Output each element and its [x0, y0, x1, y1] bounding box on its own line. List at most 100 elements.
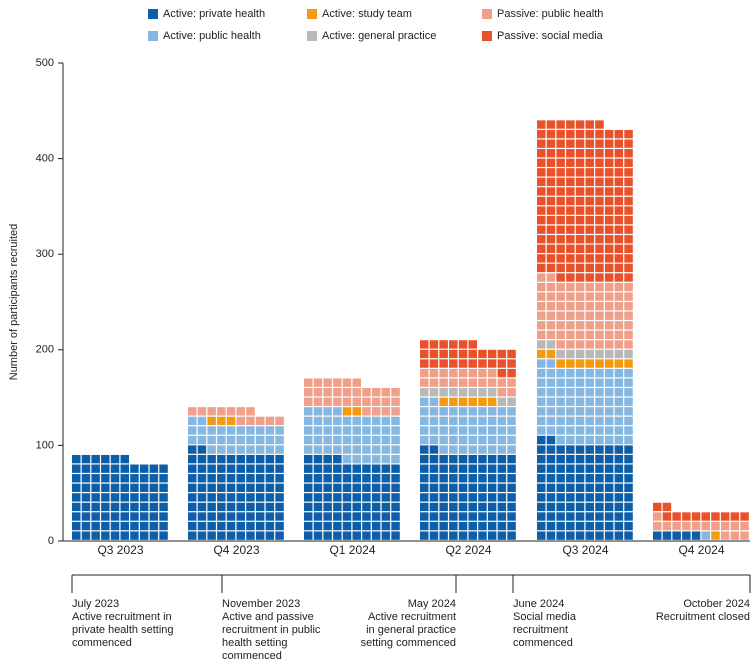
- cell: [362, 435, 371, 445]
- cell: [575, 378, 585, 387]
- cell: [188, 483, 197, 492]
- cell: [226, 416, 236, 426]
- cell: [604, 359, 614, 368]
- cell: [546, 407, 556, 416]
- cell: [420, 474, 429, 483]
- cell: [624, 407, 633, 416]
- cell: [604, 235, 614, 244]
- cell: [575, 445, 585, 454]
- cell: [381, 445, 391, 454]
- cell: [546, 340, 556, 349]
- cell: [585, 282, 594, 292]
- cell: [720, 521, 730, 531]
- cell: [149, 502, 159, 512]
- cell: [624, 349, 633, 359]
- cell: [653, 512, 662, 521]
- cell: [546, 464, 556, 473]
- cell: [595, 426, 604, 435]
- cell: [566, 158, 575, 167]
- cell: [711, 521, 720, 531]
- cell: [323, 493, 332, 502]
- cell: [575, 483, 585, 492]
- cell: [429, 359, 439, 368]
- cell: [546, 206, 556, 215]
- cell: [478, 359, 487, 368]
- cell: [624, 273, 633, 282]
- cell: [507, 483, 516, 492]
- cell: [595, 244, 604, 253]
- cell: [246, 445, 255, 454]
- cell: [537, 474, 546, 483]
- cell: [323, 464, 332, 473]
- cell: [226, 531, 236, 540]
- cell: [624, 282, 633, 292]
- cell: [614, 464, 624, 473]
- cell: [575, 168, 585, 177]
- cell: [575, 302, 585, 311]
- y-tick-label: 300: [36, 248, 54, 260]
- cell: [556, 521, 565, 531]
- timeline-note: health setting: [222, 637, 287, 649]
- cell: [595, 225, 604, 234]
- cell: [585, 397, 594, 406]
- cell: [217, 464, 226, 473]
- cell: [217, 502, 226, 512]
- timeline-note: commenced: [513, 637, 573, 649]
- cell: [246, 454, 255, 464]
- segment: [304, 454, 400, 540]
- y-tick-label: 200: [36, 344, 54, 356]
- cell: [614, 292, 624, 301]
- cell: [371, 531, 381, 540]
- cell: [381, 454, 391, 464]
- cell: [595, 483, 604, 492]
- cell: [342, 493, 352, 502]
- cell: [682, 531, 691, 540]
- cell: [546, 149, 556, 158]
- cell: [585, 321, 594, 330]
- cell: [468, 521, 477, 531]
- cell: [429, 445, 439, 454]
- cell: [439, 388, 448, 397]
- legend-swatch: [482, 9, 492, 19]
- cell: [429, 493, 439, 502]
- cell: [595, 139, 604, 148]
- cell: [566, 368, 575, 378]
- cell: [236, 512, 245, 521]
- cell: [507, 388, 516, 397]
- cell: [566, 445, 575, 454]
- cell: [604, 206, 614, 215]
- cell: [487, 493, 497, 502]
- cell: [497, 464, 507, 473]
- cell: [429, 512, 439, 521]
- cell: [604, 426, 614, 435]
- cell: [391, 474, 400, 483]
- segment: [537, 340, 633, 359]
- cell: [556, 464, 565, 473]
- cell: [614, 512, 624, 521]
- cell: [429, 407, 439, 416]
- cell: [236, 426, 245, 435]
- cell: [604, 196, 614, 206]
- cell: [110, 464, 120, 473]
- cell: [497, 426, 507, 435]
- cell: [110, 483, 120, 492]
- cell: [362, 426, 371, 435]
- cell: [265, 502, 275, 512]
- x-tick-label: Q2 2024: [445, 543, 491, 557]
- cell: [595, 168, 604, 177]
- cell: [537, 292, 546, 301]
- cell: [546, 263, 556, 273]
- cell: [546, 416, 556, 426]
- cell: [139, 474, 149, 483]
- cell: [585, 129, 594, 139]
- cell: [556, 378, 565, 387]
- cell: [478, 521, 487, 531]
- cell: [585, 445, 594, 454]
- segment: [188, 407, 284, 426]
- cell: [614, 531, 624, 540]
- cell: [595, 158, 604, 167]
- cell: [672, 512, 681, 521]
- segment: [420, 340, 516, 378]
- timeline-date: May 2024: [408, 598, 456, 610]
- cell: [207, 407, 216, 416]
